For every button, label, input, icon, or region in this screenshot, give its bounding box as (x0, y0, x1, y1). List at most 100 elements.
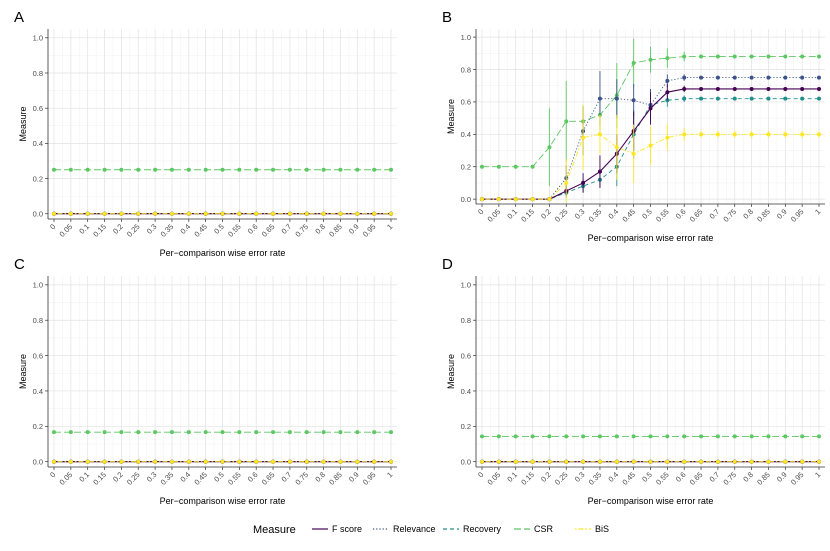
data-point (749, 86, 754, 91)
x-tick-label: 0.5 (640, 207, 654, 221)
data-point (237, 430, 242, 435)
x-tick-label: 0.15 (519, 207, 536, 224)
panel-label: D (442, 256, 453, 273)
data-point (715, 54, 720, 59)
x-tick-label: 0.3 (573, 207, 587, 221)
y-tick-label: 0.2 (33, 422, 43, 431)
data-point (287, 211, 292, 216)
data-point (169, 167, 174, 172)
data-point (597, 132, 602, 137)
data-point (564, 119, 569, 124)
data-point (581, 434, 586, 439)
y-tick-label: 1.0 (461, 281, 471, 290)
data-point (355, 430, 360, 435)
data-point (817, 132, 821, 137)
data-point (203, 430, 208, 435)
data-point (513, 164, 518, 169)
data-point (732, 132, 737, 137)
series-bis (52, 211, 393, 216)
legend-item-f-score: F score (312, 524, 362, 534)
x-tick-label: 0.85 (755, 207, 772, 224)
x-tick-label: 0 (48, 470, 57, 479)
y-tick-label: 0.4 (461, 130, 471, 139)
data-point (119, 459, 124, 464)
x-tick-label: 0.25 (553, 470, 570, 487)
x-tick-label: 0.35 (587, 207, 604, 224)
data-point (564, 180, 569, 185)
data-point (783, 434, 788, 439)
legend-label: F score (332, 524, 362, 534)
data-point (102, 167, 107, 172)
x-tick-label: 0.55 (654, 207, 671, 224)
data-point (254, 211, 259, 216)
data-point (715, 86, 720, 91)
y-tick-label: 0.0 (33, 457, 43, 466)
data-point (372, 459, 377, 464)
data-point (648, 57, 653, 62)
y-tick-label: 1.0 (33, 281, 43, 290)
y-tick-label: 0.8 (461, 65, 471, 74)
data-point (749, 132, 754, 137)
x-tick-label: 0.7 (280, 222, 294, 236)
y-tick-label: 0.8 (33, 69, 43, 78)
x-tick-label: 0.4 (606, 207, 620, 221)
y-tick-label: 0.2 (33, 174, 43, 183)
data-point (800, 459, 805, 464)
data-point (480, 164, 484, 169)
data-point (271, 167, 276, 172)
data-point (530, 197, 535, 202)
data-point (389, 459, 393, 464)
data-point (766, 132, 771, 137)
legend-label: Recovery (463, 524, 502, 534)
data-point (648, 106, 653, 111)
x-tick-label: 0.05 (58, 470, 75, 487)
data-point (732, 86, 737, 91)
data-point (547, 145, 552, 150)
data-point (631, 98, 636, 103)
x-tick-label: 0.55 (226, 470, 243, 487)
x-tick-label: 0 (476, 207, 485, 216)
data-point (203, 167, 208, 172)
legend-item-relevance: Relevance (373, 524, 436, 534)
x-tick-label: 0.25 (125, 222, 142, 239)
x-tick-label: 0.25 (553, 207, 570, 224)
data-point (355, 167, 360, 172)
legend-label: BiS (595, 524, 609, 534)
data-point (699, 86, 704, 91)
data-point (800, 75, 805, 80)
x-tick-label: 0.85 (755, 470, 772, 487)
x-tick-label: 0.85 (327, 222, 344, 239)
x-tick-label: 0.25 (125, 470, 142, 487)
data-point (119, 430, 124, 435)
x-tick-label: 0.6 (246, 222, 260, 236)
data-point (800, 132, 805, 137)
x-tick-label: 1 (813, 207, 822, 216)
data-point (52, 459, 56, 464)
data-point (800, 54, 805, 59)
data-point (564, 434, 569, 439)
y-axis-title: Measure (446, 99, 456, 134)
data-point (496, 459, 501, 464)
data-point (389, 167, 393, 172)
panel-c: C0.00.20.40.60.81.00 0.05 0.1 0.15 0.2 0.25 0.… (14, 256, 397, 506)
y-axis-title: Measure (446, 354, 456, 389)
data-point (817, 459, 821, 464)
data-point (220, 430, 225, 435)
x-tick-label: 0.2 (539, 470, 553, 484)
x-axis-title: Per−comparison wise error rate (588, 496, 714, 506)
x-tick-label: 0.95 (361, 470, 378, 487)
series-bis (480, 105, 821, 203)
series-csr (480, 434, 821, 439)
x-tick-label: 0.2 (539, 207, 553, 221)
data-point (237, 459, 242, 464)
data-point (682, 96, 687, 101)
data-point (68, 459, 73, 464)
x-tick-label: 0 (48, 222, 57, 231)
data-point (85, 430, 90, 435)
data-point (304, 430, 309, 435)
data-point (321, 211, 326, 216)
x-tick-label: 0.15 (91, 470, 108, 487)
panel-a: A0.00.20.40.60.81.00 0.05 0.1 0.15 0.2 0.25 0.… (14, 9, 397, 258)
x-tick-label: 0.7 (708, 207, 722, 221)
legend-item-bis: BiS (575, 524, 609, 534)
